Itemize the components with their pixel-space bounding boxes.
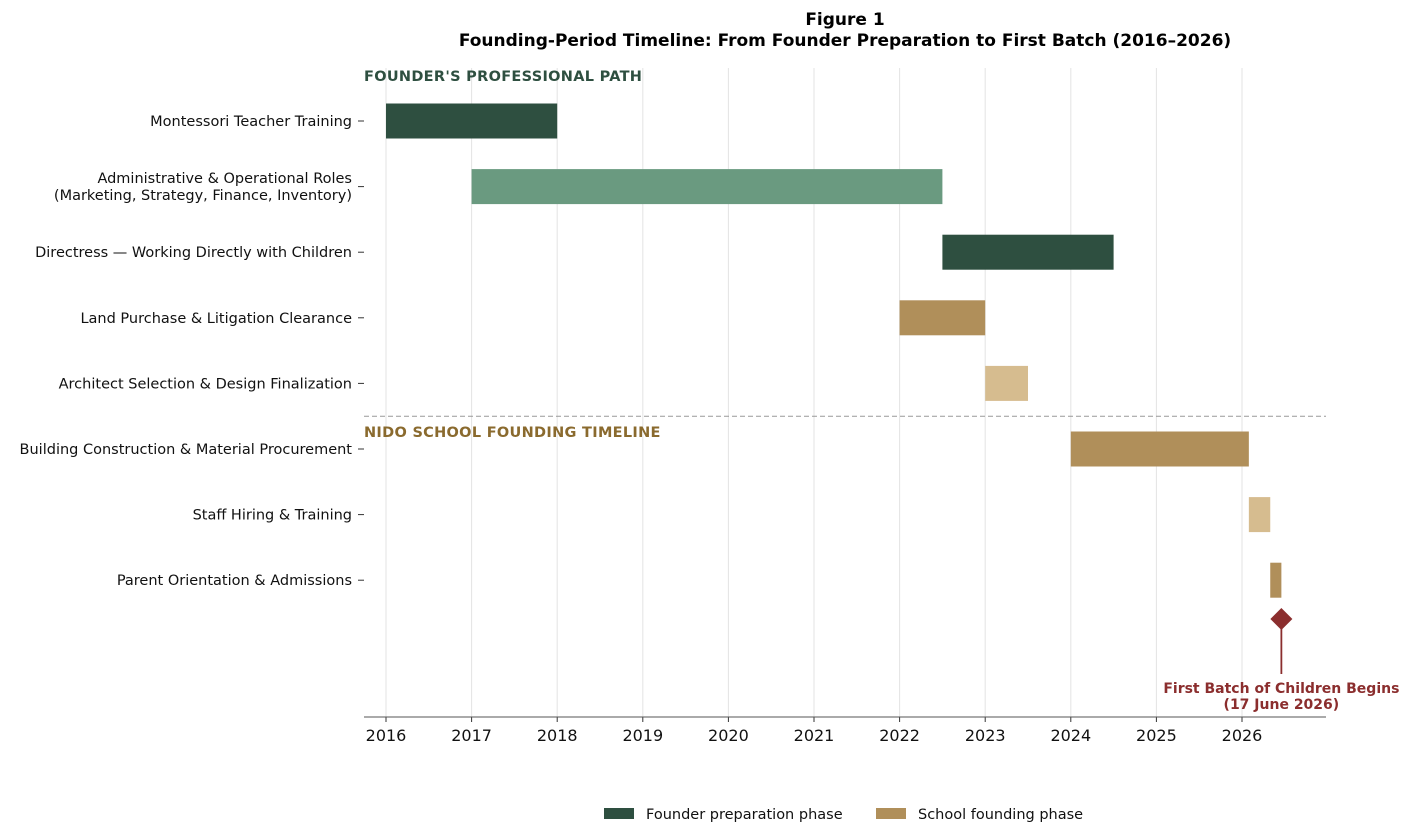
section-label-founder: FOUNDER'S PROFESSIONAL PATH xyxy=(364,69,642,85)
category-labels: Montessori Teacher Training Administrativ… xyxy=(20,114,364,589)
milestone: First Batch of Children Begins(17 June 2… xyxy=(1163,608,1399,713)
task-label: Parent Orientation & Admissions xyxy=(117,573,352,589)
x-tick-label: 2016 xyxy=(366,726,407,745)
legend: Founder preparation phase School founding… xyxy=(604,807,1083,823)
chart-title: Founding-Period Timeline: From Founder P… xyxy=(459,31,1231,51)
task-label: Directress — Working Directly with Child… xyxy=(35,245,352,261)
x-tick-label: 2017 xyxy=(451,726,492,745)
task-label: Staff Hiring & Training xyxy=(193,508,352,524)
legend-label: Founder preparation phase xyxy=(646,807,843,823)
task-label: Architect Selection & Design Finalizatio… xyxy=(59,376,352,392)
legend-swatch xyxy=(876,808,906,819)
section-label-school: NIDO SCHOOL FOUNDING TIMELINE xyxy=(364,425,661,441)
task-bar xyxy=(942,234,1114,270)
x-tick-label: 2018 xyxy=(537,726,578,745)
task-bar xyxy=(386,103,558,139)
task-bar xyxy=(1270,562,1282,598)
section-headers: FOUNDER'S PROFESSIONAL PATH NIDO SCHOOL F… xyxy=(364,69,1326,441)
task-bar xyxy=(899,300,986,336)
task-bar xyxy=(1248,497,1271,533)
x-tick-label: 2021 xyxy=(794,726,835,745)
task-bar xyxy=(471,169,943,205)
task-label: (Marketing, Strategy, Finance, Inventory… xyxy=(54,188,352,204)
milestone-marker xyxy=(1270,608,1293,630)
task-label: Building Construction & Material Procure… xyxy=(20,442,353,458)
task-label: Land Purchase & Litigation Clearance xyxy=(80,311,352,327)
task-bar xyxy=(1070,431,1249,467)
x-tick-label: 2020 xyxy=(708,726,749,745)
legend-swatch xyxy=(604,808,634,819)
x-tick-label: 2023 xyxy=(965,726,1006,745)
legend-label: School founding phase xyxy=(918,807,1083,823)
x-tick-label: 2026 xyxy=(1222,726,1263,745)
task-bars xyxy=(386,103,1282,598)
grid-lines xyxy=(385,68,1243,717)
x-tick-label: 2024 xyxy=(1050,726,1091,745)
milestone-label: (17 June 2026) xyxy=(1224,697,1340,713)
x-tick-label: 2022 xyxy=(879,726,920,745)
x-tick-label: 2025 xyxy=(1136,726,1177,745)
task-label: Administrative & Operational Roles xyxy=(97,171,352,187)
milestone-label: First Batch of Children Begins xyxy=(1163,681,1399,697)
x-axis: 2016 2017 2018 2019 2020 2021 2022 2023 2024 2025… xyxy=(364,716,1326,745)
x-tick-label: 2019 xyxy=(622,726,663,745)
figure-label: Figure 1 xyxy=(805,10,884,30)
task-bar xyxy=(985,365,1028,401)
task-label: Montessori Teacher Training xyxy=(150,114,352,130)
